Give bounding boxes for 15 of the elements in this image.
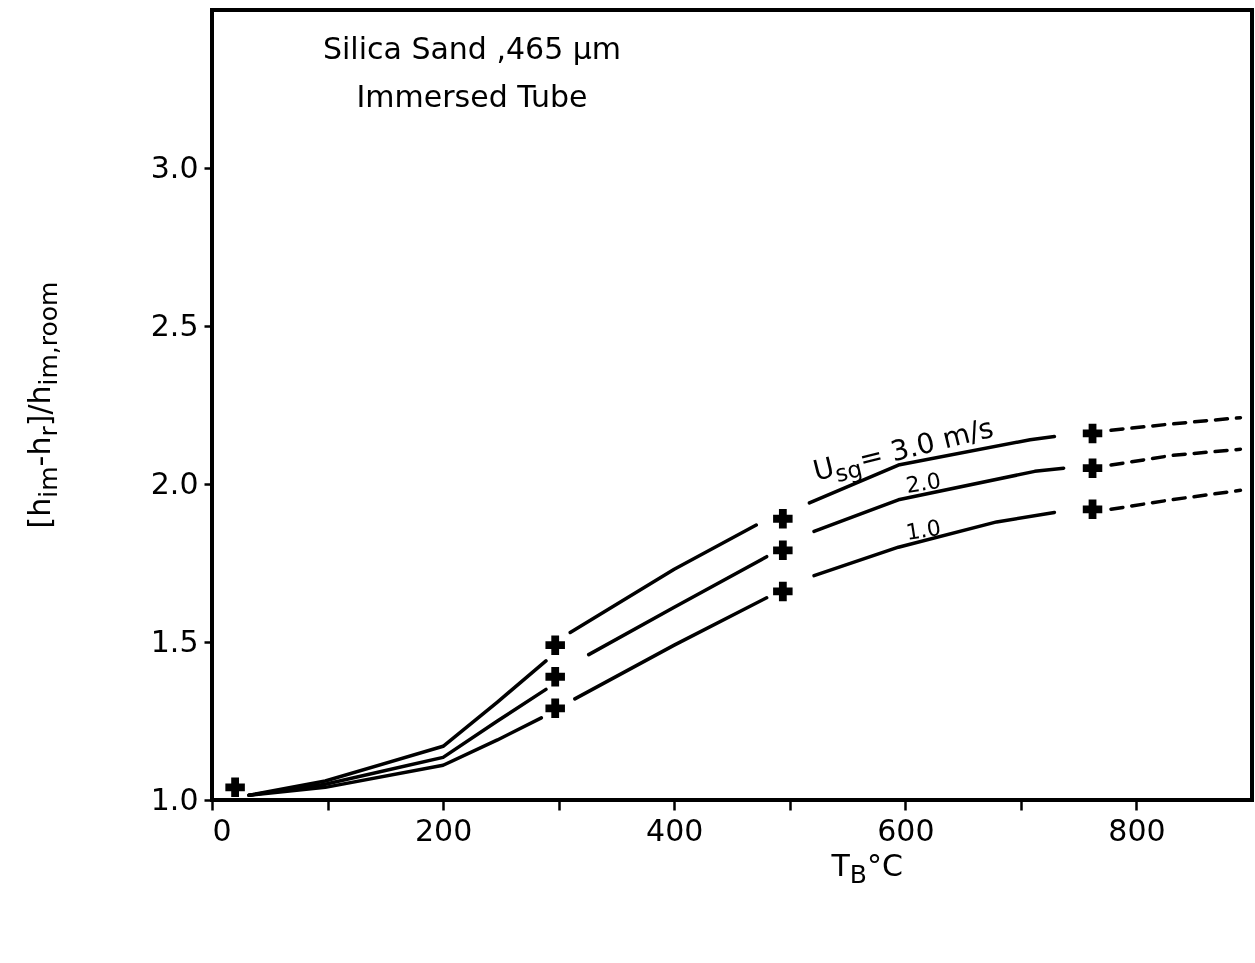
text: 1.0: [904, 515, 943, 546]
x-tick-label: 200: [414, 812, 473, 848]
y-tick-label: 1.0: [150, 781, 199, 817]
text: 2.0: [904, 467, 943, 498]
text: Silica Sand ,465 μm: [322, 31, 622, 66]
y-tick-label: 1.5: [150, 623, 199, 659]
text: Immersed Tube: [356, 79, 588, 114]
y-tick-label: 2.5: [150, 307, 199, 343]
x-tick-label: 400: [646, 812, 704, 848]
x-axis-title: T$_{B}$°C: [831, 848, 903, 889]
x-tick-label: 0: [212, 812, 232, 848]
x-tick-label: 800: [1108, 812, 1166, 848]
y-tick-label: 3.0: [150, 149, 199, 185]
x-tick-label: 600: [877, 812, 935, 848]
y-tick-label: 2.0: [150, 465, 199, 501]
